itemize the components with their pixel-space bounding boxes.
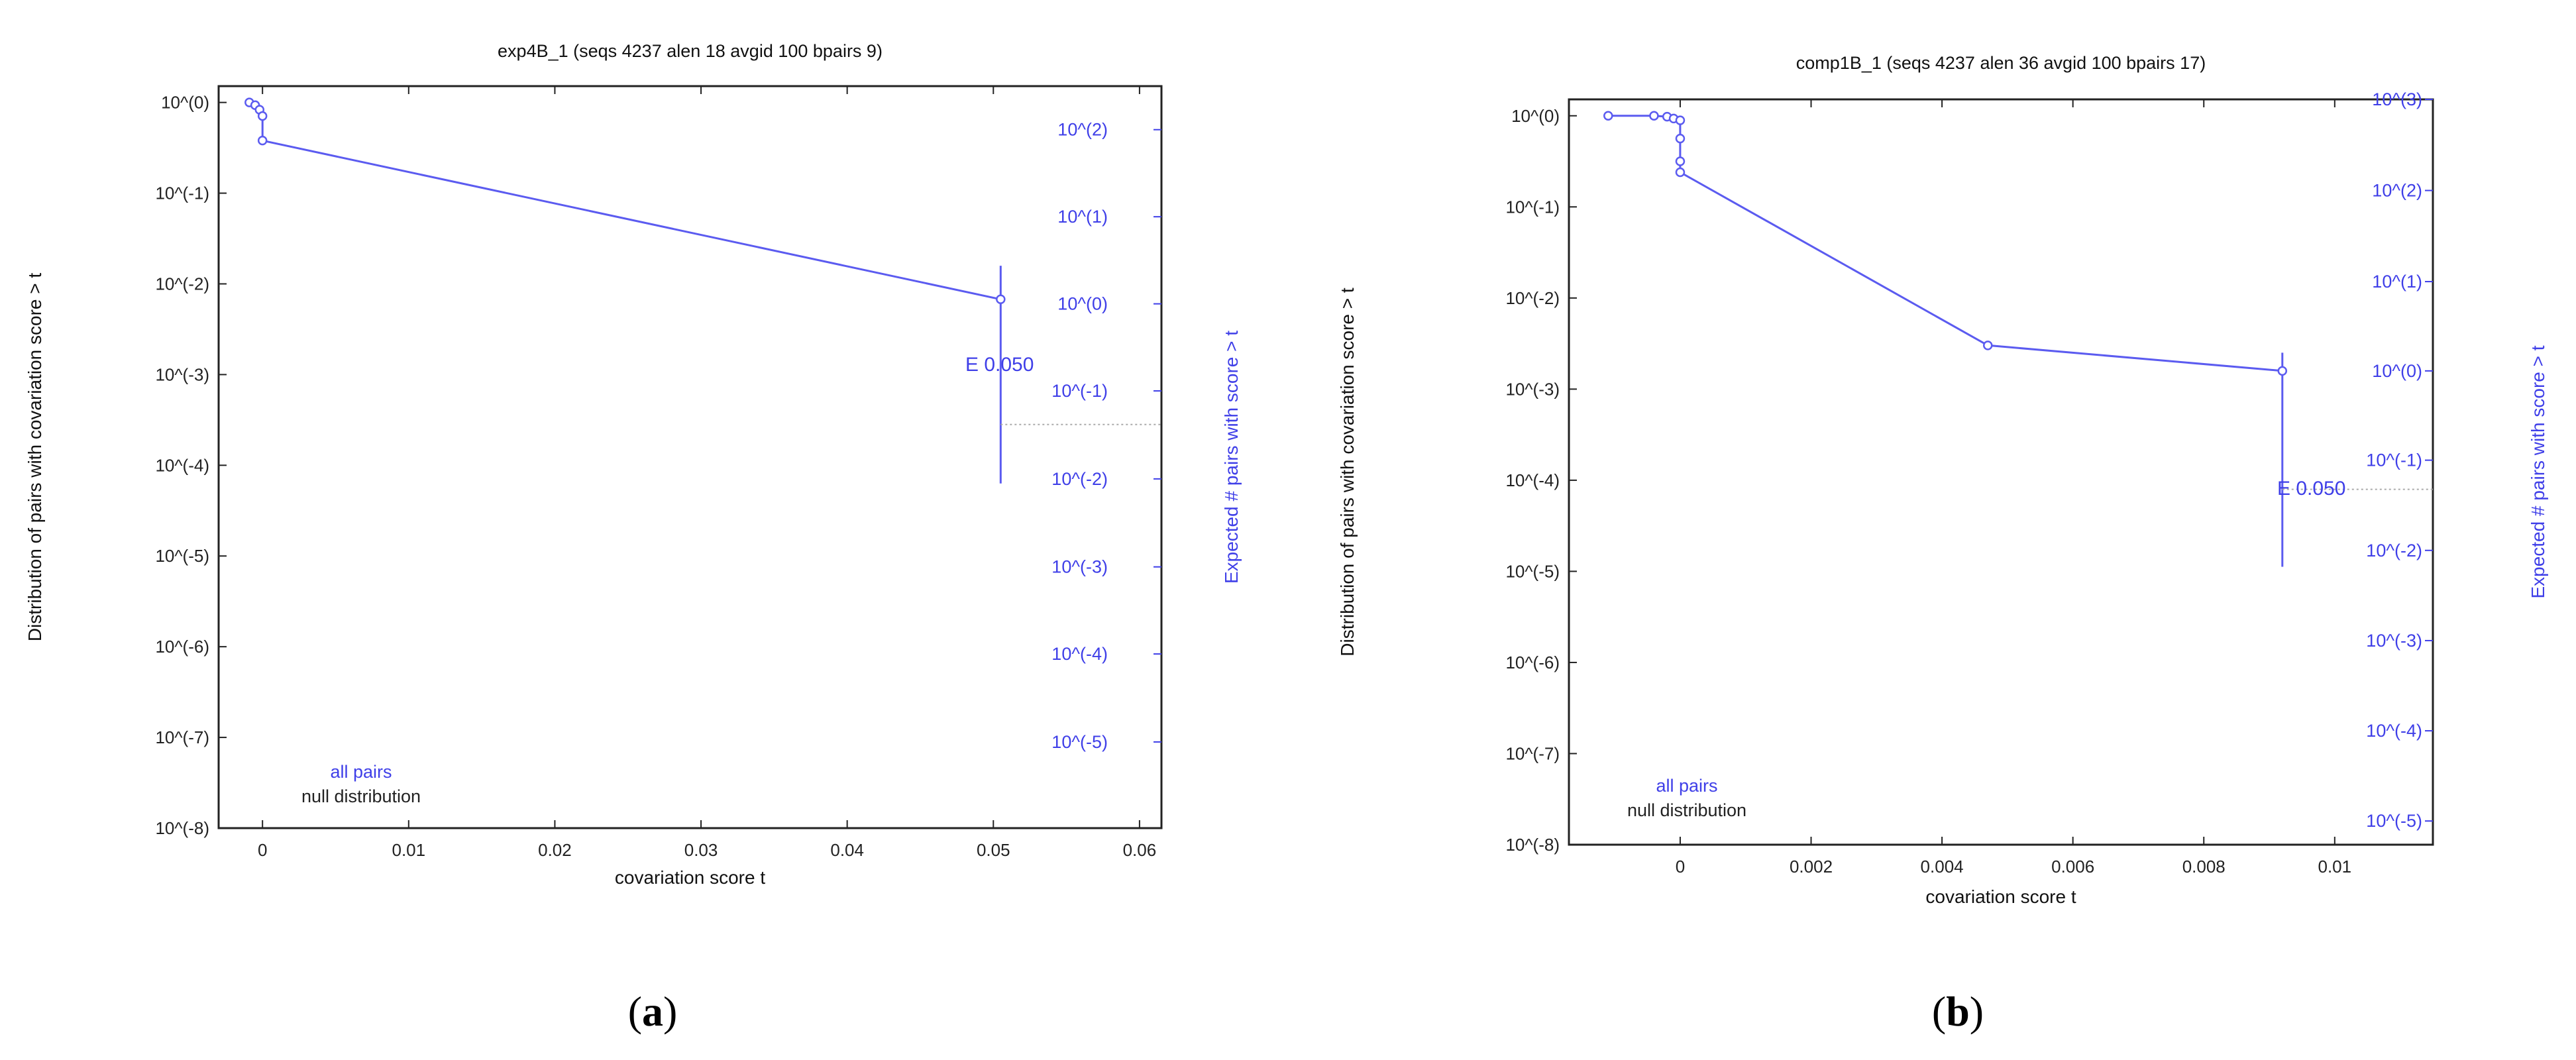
panel-a-data-point [257, 111, 268, 121]
panel-a-y2tick-label: 10^(-5) [1051, 732, 1108, 752]
panel-b-xtick-label: 0.002 [1790, 857, 1833, 876]
panel-a-y2tick-label: 10^(-4) [1051, 644, 1108, 664]
panel-b-data-point [1675, 167, 1686, 178]
panel-b-y2-axis-label: Expected # pairs with score > t [2528, 345, 2548, 598]
panel-b-title: comp1B_1 (seqs 4237 alen 36 avgid 100 bp… [1796, 53, 2206, 73]
panel-a-ytick-label: 10^(-6) [155, 637, 209, 657]
panel-b-ytick-label: 10^(-1) [1505, 197, 1560, 217]
panel-a-xtick-label: 0.06 [1123, 840, 1157, 860]
panel-a-y2tick-label: 10^(0) [1057, 294, 1108, 314]
panel-b-y2tick-label: 10^(2) [2372, 181, 2422, 201]
panel-b-y-axis-label: Distribution of pairs with covariation s… [1337, 288, 1358, 657]
panel-a-chart: exp4B_1 (seqs 4237 alen 18 avgid 100 bpa… [25, 41, 1242, 1035]
panel-a-series-all-pairs-line [248, 101, 1001, 301]
panel-a-data-point [996, 294, 1006, 305]
panel-a-y2tick-label: 10^(1) [1057, 207, 1108, 227]
panel-a-plot-frame [217, 85, 1163, 829]
panel-b-ytick-label: 10^(-6) [1505, 653, 1560, 672]
panel-b-threshold-label: E 0.050 [2277, 478, 2345, 500]
panel-a-ytick-label: 10^(-4) [155, 455, 209, 475]
panel-b-data-point [1603, 111, 1613, 121]
panel-a-y2tick-label: 10^(2) [1057, 120, 1108, 140]
panel-a-y2tick-label: 10^(-2) [1051, 469, 1108, 489]
panel-b-data-point [1675, 156, 1686, 166]
panel-a-y2tick-label: 10^(-3) [1051, 557, 1108, 577]
panel-b-y2tick-label: 10^(1) [2372, 272, 2422, 292]
panel-a-xtick-label: 0.05 [977, 840, 1010, 860]
panel-a-xtick-label: 0.01 [392, 840, 426, 860]
panel-b-y2tick-label: 10^(-2) [2366, 541, 2422, 560]
panel-b-y2tick-label: 10^(-4) [2366, 721, 2422, 741]
panel-b-x-axis-label: covariation score t [1925, 886, 2076, 907]
panel-a-y2tick-label: 10^(-1) [1051, 381, 1108, 401]
panel-b-caption: (b) [1932, 988, 1984, 1035]
panel-a-xtick-label: 0.02 [538, 840, 572, 860]
panel-b-xtick-label: 0 [1676, 857, 1685, 876]
panel-a-title: exp4B_1 (seqs 4237 alen 18 avgid 100 bpa… [498, 41, 883, 61]
panel-a-y2-axis-label: Expected # pairs with score > t [1221, 331, 1242, 584]
panel-b-ytick-label: 10^(-8) [1505, 835, 1560, 855]
panel-a-ytick-label: 10^(-1) [155, 184, 209, 203]
panel-b-ytick-label: 10^(-7) [1505, 743, 1560, 763]
panel-b-xtick-label: 0.006 [2051, 857, 2094, 876]
panel-b-ytick-label: 10^(-5) [1505, 561, 1560, 581]
panel-b-ytick-label: 10^(-4) [1505, 470, 1560, 490]
panel-b-data-point [1982, 341, 1993, 350]
panel-b-xtick-label: 0.01 [2318, 857, 2352, 876]
panel-a-ytick-label: 10^(-8) [155, 818, 209, 838]
panel-b-ytick-label: 10^(0) [1511, 106, 1560, 126]
panel-b-ytick-label: 10^(-3) [1505, 379, 1560, 399]
panel-b-data-point [1675, 133, 1686, 144]
panel-a-xtick-label: 0 [258, 840, 267, 860]
panel-a-ytick-label: 10^(-7) [155, 727, 209, 747]
panel-b-data-point [1675, 115, 1686, 125]
panel-b-y2tick-label: 10^(0) [2372, 361, 2422, 381]
panel-a-ytick-label: 10^(-3) [155, 364, 209, 384]
panel-b-plot-frame [1568, 98, 2434, 846]
panel-a-ytick-label: 10^(-2) [155, 274, 209, 293]
panel-a-xtick-label: 0.04 [830, 840, 864, 860]
panel-b-y2tick-label: 10^(-1) [2366, 450, 2422, 470]
panel-b-ytick-label: 10^(-2) [1505, 288, 1560, 308]
panel-a-data-point [257, 135, 268, 146]
panel-a-caption: (a) [628, 988, 678, 1035]
panel-b-y2tick-label: 10^(-5) [2366, 811, 2422, 831]
panel-b-xtick-label: 0.004 [1921, 857, 1964, 876]
panel-a-xtick-label: 0.03 [684, 840, 718, 860]
panel-b-data-point [2277, 366, 2288, 376]
panel-b-xtick-label: 0.008 [2182, 857, 2226, 876]
panel-b-y2tick-label: 10^(-3) [2366, 631, 2422, 651]
panel-a-legend-all-pairs: all pairs [330, 762, 392, 782]
panel-b-data-point [1649, 111, 1659, 121]
panel-a-ytick-label: 10^(-5) [155, 546, 209, 566]
panel-b-chart: comp1B_1 (seqs 4237 alen 36 avgid 100 bp… [1337, 53, 2548, 1035]
panel-a-legend-null-distribution: null distribution [301, 786, 421, 806]
panel-b-series-all-pairs-line [1608, 115, 2282, 372]
panel-a-ytick-label: 10^(0) [161, 93, 209, 113]
panel-b-legend-null-distribution: null distribution [1627, 800, 1746, 820]
panel-a-y-axis-label: Distribution of pairs with covariation s… [25, 273, 45, 642]
panel-a-threshold-label: E 0.050 [965, 354, 1034, 376]
panel-b-y2tick-label: 10^(3) [2372, 89, 2422, 109]
panel-a-x-axis-label: covariation score t [615, 867, 765, 888]
panel-b-legend-all-pairs: all pairs [1656, 776, 1717, 796]
